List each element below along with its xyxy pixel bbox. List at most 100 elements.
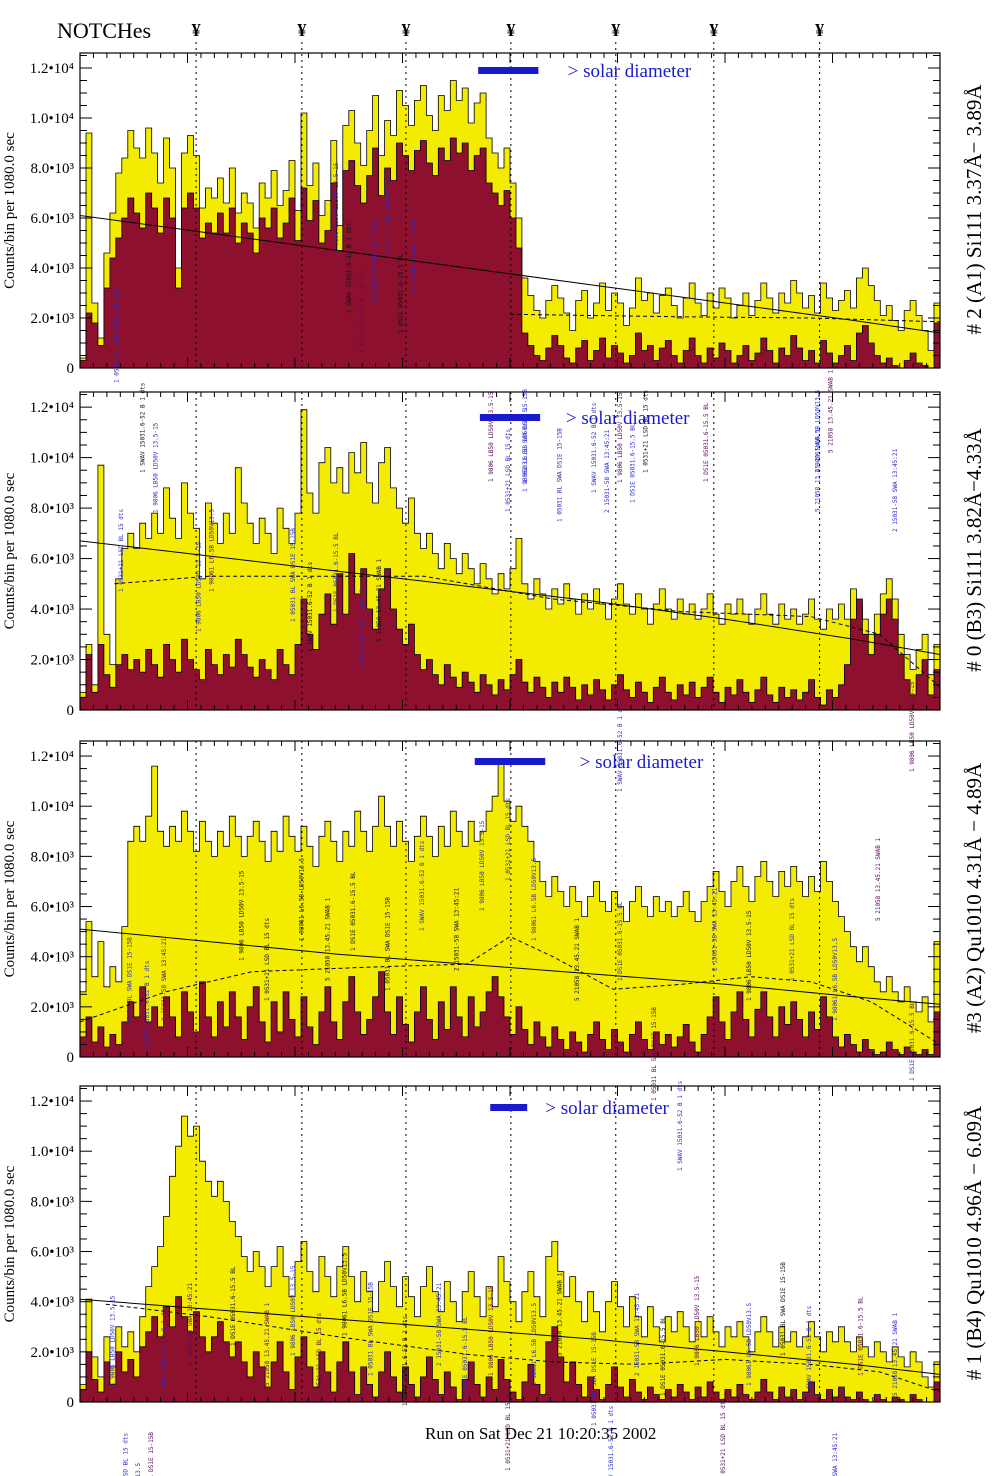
micro-annotation: 1 DS1E 05031.6-15.5 BL xyxy=(909,1001,916,1081)
micro-annotation: 1 SWAV 15031.6-52 B 1 dts xyxy=(608,1405,615,1476)
micro-annotation: 2 15031-58 SWA 13:45:21 xyxy=(372,220,379,303)
micro-annotation: 1 SWAV 15031.6-52 B 1 dts xyxy=(307,561,314,652)
micro-annotation: 1 DS1E 05031.6-15.5 BL xyxy=(462,1316,469,1396)
legend-bar xyxy=(474,758,546,765)
y-tick-label: 0 xyxy=(67,703,75,719)
micro-annotation: 1 0531+21 LSD BL 15 dts xyxy=(359,270,366,353)
trend-solid-line xyxy=(79,540,941,655)
micro-annotation: 1 0531+21 LSD BL 15 dts xyxy=(118,509,125,592)
micro-annotation: 1 9806 LB50 LD50V 13.5-15 xyxy=(617,392,624,483)
histogram-panel-3: 1 05031 BL SWA DS1E 15-15B 1 SWAV 15031.6… xyxy=(30,740,941,1171)
micro-annotation: 1 DS1E 05031.6-15.5 BL xyxy=(230,1266,237,1346)
notch-symbol: ¥ xyxy=(401,20,411,40)
micro-annotation: 1 SWAV 15031.6-52 B 1 dts xyxy=(677,1080,684,1171)
y-tick-label: 8.0•10³ xyxy=(31,849,75,865)
micro-annotation: 2 15031-58 SWA 13:45:21 xyxy=(634,1293,641,1376)
micro-annotation: 2 15031-58 SWA 13:45:21 xyxy=(359,589,366,672)
micro-annotation: 1 9806 LB50 LD50V 13.5-15 xyxy=(694,1275,701,1366)
micro-annotation: 1 DS1E 05031.6-15.5 BL xyxy=(350,871,357,951)
micro-annotation: 1 98061 L6.5B LD50V13.5 xyxy=(342,1253,349,1336)
micro-annotation: 1 DS1E 05031.6-15.5 BL xyxy=(660,1316,667,1396)
y-tick-label: 4.0•10³ xyxy=(31,261,75,277)
y-tick-label: 2.0•10³ xyxy=(31,311,75,327)
y-tick-label: 1.0•10⁴ xyxy=(30,111,74,127)
micro-annotation: 1 9806 LB50 LD50V 13.5-15 xyxy=(479,820,486,911)
notch-symbol: ¥ xyxy=(297,20,307,40)
legend-solar-diameter: > solar diameter xyxy=(565,408,690,429)
micro-annotation: 1 9806 LB50 LD50V 13.5-15 xyxy=(290,1265,297,1356)
micro-annotation: 1 SWAV 15031.6-52 B 1 dts xyxy=(591,402,598,493)
micro-annotation: 5 21058 13.45.21 SWAB 1 xyxy=(574,918,581,1001)
histogram-solar-subset xyxy=(79,137,941,369)
y-tick-label: 4.0•10³ xyxy=(31,602,75,618)
histogram-total xyxy=(79,763,941,1058)
micro-annotation: 1 0531+21 LSD BL 15 dts xyxy=(122,1433,129,1476)
micro-annotation: 1 98061 L6.5B LD50V13.5 xyxy=(522,409,529,492)
y-tick-label: 2.0•10³ xyxy=(31,1345,75,1361)
micro-annotation: 1 0531+21 LSD BL 15 dts xyxy=(720,1398,727,1476)
micro-annotation: 1 05031 BL SWA DS1E 15-15B xyxy=(290,528,297,622)
y-tick-label: 6.0•10³ xyxy=(31,900,75,916)
notch-symbol: ¥ xyxy=(506,20,516,40)
micro-annotation: 1 98061 L6.5B LD50V13.5 xyxy=(208,509,215,592)
micro-annotation: 1 9806 LB50 LD50V 13.5-15 xyxy=(152,422,159,513)
y-tick-label: 0 xyxy=(67,1395,75,1411)
trend-solid-line xyxy=(79,928,941,1005)
micro-annotation: 1 0531+21 LSD BL 15 dts xyxy=(316,1313,323,1396)
micro-annotation: 5 21058 13.45.21 SWAB 1 xyxy=(410,210,417,293)
micro-annotation: 1 9806 LB50 LD50V 13.5-15 xyxy=(238,870,245,961)
micro-annotation: 5 21058 13.45.21 SWAB 1 xyxy=(875,838,882,921)
micro-annotation: 1 0531+21 LSD BL 15 dts xyxy=(505,1388,512,1471)
micro-annotation: 1 SWAV 15031.6-52 B 1 dts xyxy=(402,1315,409,1406)
micro-annotation: 1 DS1E 05031.6-15.5 BL xyxy=(617,901,624,981)
y-tick-label: 0 xyxy=(67,361,75,377)
y-tick-label: 1.0•10⁴ xyxy=(30,451,74,467)
histogram-panel-4: 1 9806 LB50 LD50V 13.5-15 1 0531+21 LSD B… xyxy=(30,1085,941,1476)
micro-annotation: 1 9806 LB50 LD50V 13.5-15 xyxy=(333,162,340,253)
micro-annotation: 1 SWAV 15031.6-52 B 1 dts xyxy=(419,840,426,931)
run-timestamp: Run on Sat Dec 21 10:20:35 2002 xyxy=(425,1424,657,1443)
micro-annotation: 1 9806 LB50 LD50V 13.5-15 xyxy=(488,391,495,482)
y-tick-label: 1.2•10⁴ xyxy=(30,400,74,416)
micro-annotation: 1 05031 BL SWA DS1E 15-15B xyxy=(591,1332,598,1426)
micro-annotation: 1 9806 LB50 LD50V 13.5-15 xyxy=(746,910,753,1001)
micro-annotation: 1 98061 L6.5B LD50V13.5 xyxy=(385,180,392,263)
micro-annotation: 1 DS1E 05031.6-15.5 BL xyxy=(703,402,710,482)
micro-annotation: 5 21058 13.45.21 SWAB 1 xyxy=(815,429,822,512)
notch-symbol: ¥ xyxy=(709,20,719,40)
micro-annotation: 1 SWAV 15031.6-52 B 1 dts xyxy=(346,222,353,313)
legend-solar-diameter: > solar diameter xyxy=(545,1098,669,1119)
micro-annotation: 2 15031-58 SWA 13:45:21 xyxy=(711,888,718,971)
trend-dashed-line xyxy=(509,313,941,323)
micro-annotation: 1 0531+21 LSD BL 15 dts xyxy=(505,798,512,881)
micro-annotation: 1 9806 LB50 LD50V 13.5-15 xyxy=(909,681,916,772)
notch-symbol: ¥ xyxy=(191,20,201,40)
micro-annotation: 1 SWAV 15031.6-52 B 1 dts xyxy=(140,382,147,473)
micro-annotation: 5 21058 13.45.21 SWAB 1 xyxy=(264,1303,271,1386)
micro-annotation: 1 SWAV 15031.6-52 B 1 dts xyxy=(144,960,151,1051)
micro-annotation: 1 9806 LB50 LD50V 13.5-15 xyxy=(488,1285,495,1376)
legend-solar-diameter: > solar diameter xyxy=(567,61,692,82)
micro-annotation: 5 21058 13.45.21 SWAB 1 xyxy=(892,1313,899,1396)
micro-annotation: 2 15031-58 SWA 13:45:21 xyxy=(892,449,899,532)
micro-annotation: 1 05031 BL SWA DS1E 15-15B xyxy=(367,1282,374,1376)
trend-solid-line xyxy=(79,1298,941,1375)
micro-annotation: 1 DS1E 05031.6-15.5 BL xyxy=(630,423,637,503)
notch-symbol: ¥ xyxy=(815,20,825,40)
legend-bar xyxy=(478,67,539,74)
micro-annotation: 1 05031 BL SWA DS1E 15-15B xyxy=(127,937,134,1031)
micro-annotation: 1 98061 L6.5B LD50V13.5 xyxy=(299,858,306,941)
y-tick-label: 1.2•10⁴ xyxy=(30,749,74,765)
histogram-solar-subset xyxy=(79,971,941,1058)
micro-annotation: 1 SWAV 15031.6-52 B 1 dts xyxy=(617,701,624,792)
micro-annotation: 1 DS1E 05031.6-15.5 BL xyxy=(333,532,340,612)
micro-annotation: 1 98061 L6.5B LD50V13.5 xyxy=(135,1463,142,1476)
micro-annotation: 1 05031 BL SWA DS1E 15-15B xyxy=(148,1432,155,1476)
micro-annotation: 2 15031-58 SWA 13:45:21 xyxy=(453,888,460,971)
micro-annotation: 1 DS1E 05031.6-15.5 BL xyxy=(398,253,405,333)
micro-annotation: 5 21058 13.45.21 SWAB 1 xyxy=(557,1273,564,1356)
micro-annotation: 1 0531+21 LSD BL 15 dts xyxy=(505,429,512,512)
micro-annotation: 1 05031 BL SWA DS1E 15-15B xyxy=(780,1262,787,1356)
y-tick-label: 1.0•10⁴ xyxy=(30,1144,74,1160)
